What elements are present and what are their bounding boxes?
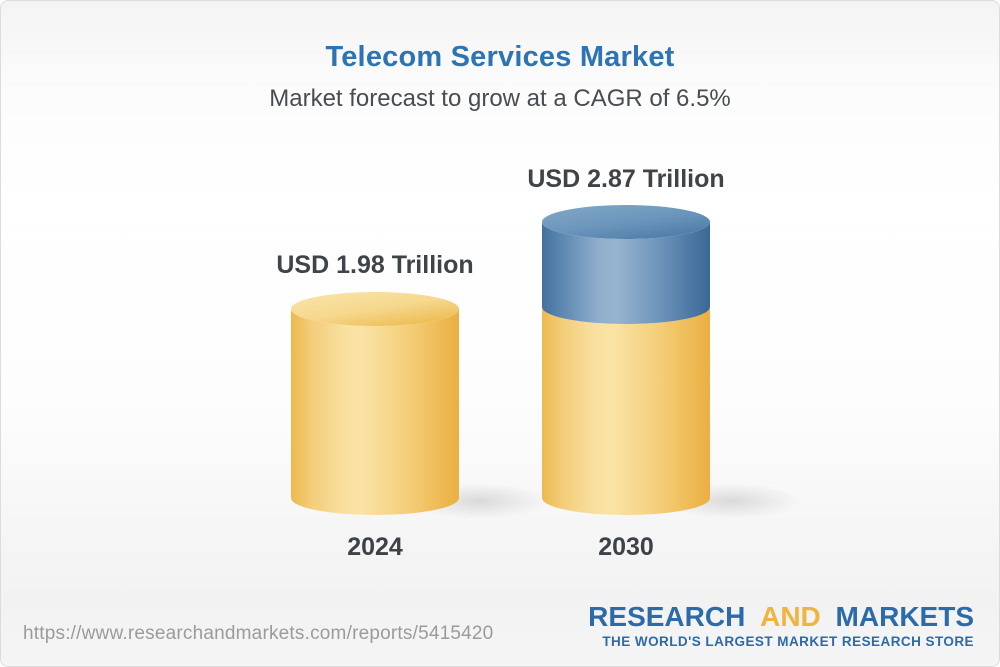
value-label-2030: USD 2.87 Trillion — [527, 165, 725, 193]
cylinder-2024-top — [291, 292, 459, 326]
logo-tagline: THE WORLD'S LARGEST MARKET RESEARCH STOR… — [602, 634, 974, 650]
cylinder-2024 — [291, 292, 459, 515]
value-label-2024: USD 1.98 Trillion — [276, 251, 474, 279]
x-axis-label-2030: 2030 — [598, 533, 654, 561]
x-axis-label-2024: 2024 — [347, 533, 403, 561]
source-url: https://www.researchandmarkets.com/repor… — [23, 623, 494, 644]
cylinder-2030-top — [542, 205, 710, 239]
logo-word-and: AND — [760, 601, 821, 632]
logo-word-research: RESEARCH — [588, 601, 746, 632]
cylinder-2030 — [542, 205, 710, 515]
logo-wordmark: RESEARCH AND MARKETS — [588, 602, 974, 631]
cylinder-2030-growth-segment — [542, 222, 710, 324]
brand-logo: RESEARCH AND MARKETS THE WORLD'S LARGEST… — [588, 602, 974, 650]
chart-title: Telecom Services Market — [325, 41, 675, 73]
cylinder-2030-base-segment — [542, 307, 710, 515]
chart-subtitle: Market forecast to grow at a CAGR of 6.5… — [269, 85, 731, 112]
cylinder-2024-body — [291, 309, 459, 515]
logo-word-markets: MARKETS — [835, 601, 974, 632]
